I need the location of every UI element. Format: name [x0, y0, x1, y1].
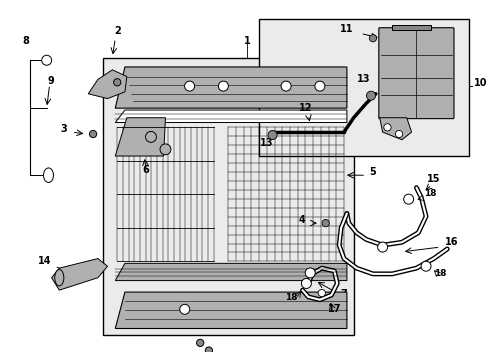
Text: 7: 7	[340, 289, 346, 299]
Polygon shape	[88, 70, 126, 99]
Circle shape	[322, 220, 328, 227]
Text: 13: 13	[260, 139, 273, 148]
Circle shape	[420, 261, 430, 271]
Circle shape	[41, 55, 52, 65]
Circle shape	[180, 304, 189, 314]
Bar	[102, 58, 353, 335]
Circle shape	[366, 91, 375, 100]
Text: 12: 12	[298, 103, 311, 113]
Text: 15: 15	[426, 174, 440, 184]
Text: 10: 10	[473, 78, 487, 88]
Text: 3: 3	[60, 124, 67, 134]
Text: 18: 18	[423, 189, 436, 198]
Text: 14: 14	[38, 256, 51, 266]
FancyBboxPatch shape	[378, 28, 453, 119]
Text: 2: 2	[114, 26, 121, 36]
Circle shape	[403, 194, 413, 204]
Text: 6: 6	[142, 165, 149, 175]
Circle shape	[377, 242, 387, 252]
Text: 9: 9	[48, 76, 54, 86]
Circle shape	[267, 130, 277, 140]
Polygon shape	[115, 110, 346, 122]
Polygon shape	[115, 264, 346, 280]
Bar	[259, 19, 468, 156]
Circle shape	[145, 131, 156, 142]
Ellipse shape	[55, 270, 64, 286]
Polygon shape	[115, 67, 346, 108]
Text: 4: 4	[298, 215, 305, 225]
Text: 17: 17	[327, 304, 341, 314]
Circle shape	[305, 268, 315, 278]
Text: 18: 18	[433, 269, 446, 278]
Polygon shape	[115, 118, 165, 156]
Circle shape	[205, 347, 212, 354]
Circle shape	[160, 144, 171, 155]
Circle shape	[383, 124, 390, 131]
Circle shape	[318, 289, 325, 297]
Text: 8: 8	[22, 36, 29, 46]
Text: 5: 5	[369, 167, 376, 177]
Polygon shape	[115, 292, 346, 328]
Ellipse shape	[43, 168, 53, 183]
Circle shape	[395, 130, 402, 138]
Circle shape	[89, 130, 97, 138]
Text: 18: 18	[284, 293, 297, 302]
Text: 11: 11	[340, 23, 353, 33]
Text: 1: 1	[244, 36, 250, 46]
Circle shape	[301, 279, 311, 288]
Circle shape	[196, 339, 203, 346]
Polygon shape	[379, 118, 411, 140]
Bar	[391, 25, 430, 30]
Circle shape	[218, 81, 228, 91]
Circle shape	[314, 81, 324, 91]
Circle shape	[184, 81, 194, 91]
Circle shape	[281, 81, 290, 91]
Circle shape	[113, 78, 121, 86]
Text: 13: 13	[356, 74, 369, 84]
Circle shape	[368, 35, 376, 42]
Polygon shape	[51, 258, 107, 290]
Text: 16: 16	[445, 237, 458, 247]
